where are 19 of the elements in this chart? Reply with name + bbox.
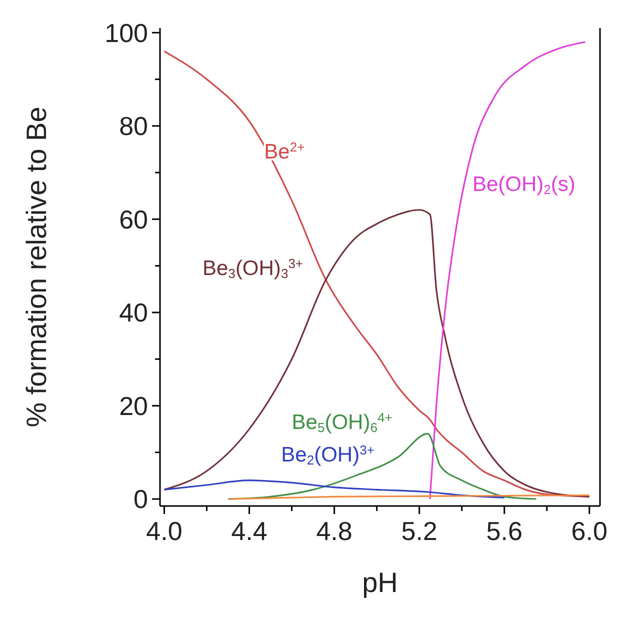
y-tick-label: 0 (134, 484, 148, 514)
x-tick-label: 5.2 (401, 516, 438, 546)
y-axis-title: % formation relative to Be (21, 106, 52, 428)
x-tick-label: 4.8 (316, 516, 352, 546)
line-series (163, 480, 506, 498)
x-tick-label: 4.0 (146, 516, 182, 546)
line-series (163, 209, 590, 498)
line-series (429, 41, 586, 500)
x-tick-label: 4.4 (231, 516, 268, 546)
y-tick-label: 60 (119, 204, 148, 234)
x-axis-title: pH (362, 567, 398, 598)
y-tick-label: 20 (119, 390, 148, 421)
series-label: Be(OH)$_{2}$(s) (472, 173, 576, 198)
series-label: Be$_{2}$(OH)$^{3+}$ (281, 442, 374, 468)
x-tick-label: 6.0 (571, 516, 608, 546)
y-tick-label: 40 (119, 298, 148, 328)
y-tick-label: 80 (119, 111, 148, 142)
x-tick-label: 5.6 (486, 516, 522, 546)
y-tick-label: 100 (104, 18, 148, 48)
